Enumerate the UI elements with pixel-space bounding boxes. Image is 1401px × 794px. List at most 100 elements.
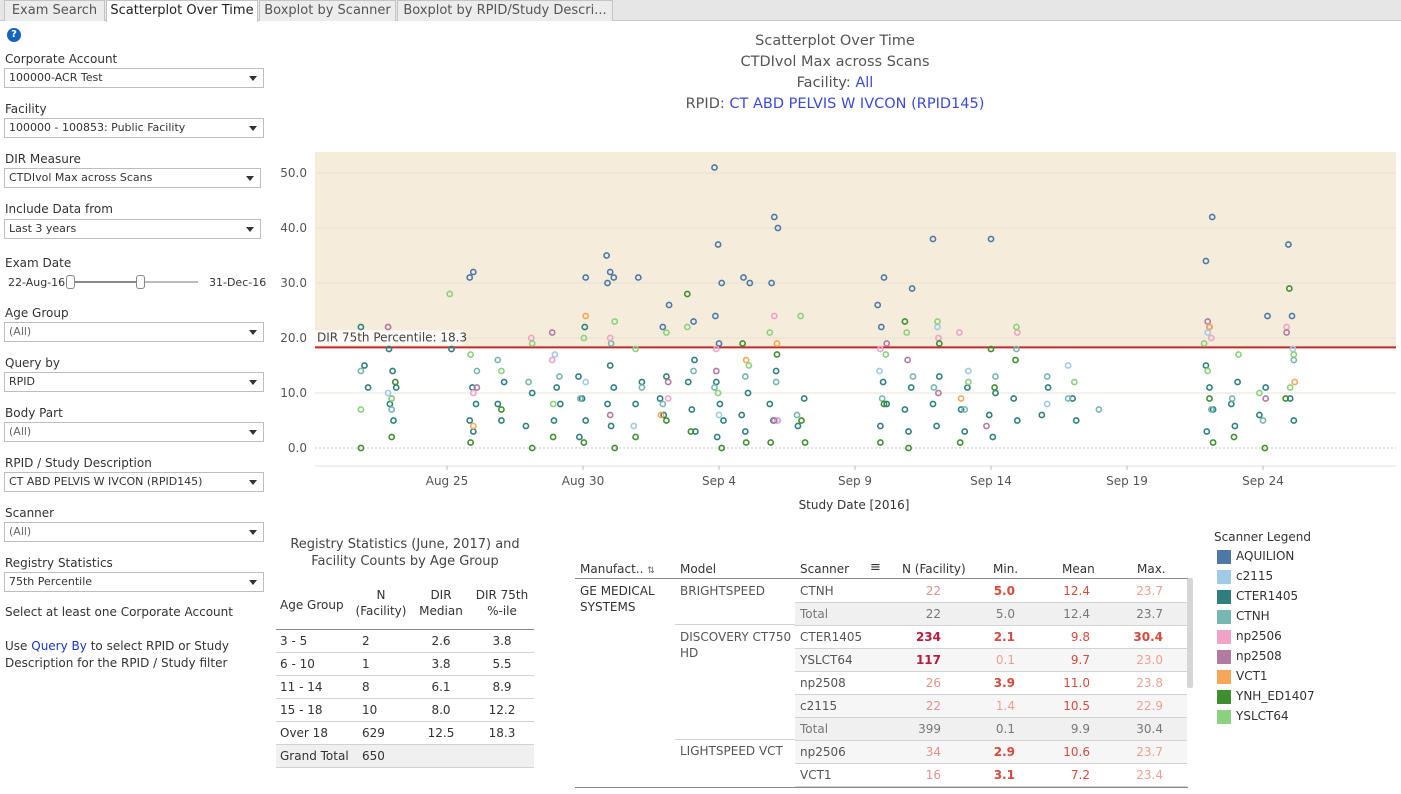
data-point bbox=[711, 164, 718, 171]
corporate-account-dropdown[interactable]: 100000-ACR Test bbox=[4, 68, 264, 88]
facility-dropdown[interactable]: 100000 - 100853: Public Facility bbox=[4, 118, 264, 138]
data-point bbox=[933, 422, 940, 430]
data-point bbox=[556, 400, 564, 408]
legend-swatch[interactable] bbox=[1217, 690, 1231, 704]
age-group-dropdown[interactable]: (All) bbox=[4, 322, 264, 342]
col-p75-sub: %-ile bbox=[487, 604, 517, 618]
data-point bbox=[1043, 400, 1051, 408]
series-np2508 bbox=[384, 318, 1290, 430]
data-point bbox=[1200, 340, 1208, 347]
data-point bbox=[714, 389, 722, 397]
legend-swatch[interactable] bbox=[1217, 630, 1231, 644]
help-icon[interactable]: ? bbox=[7, 28, 21, 42]
sort-az-icon[interactable]: ⇅ bbox=[647, 566, 655, 576]
legend-swatch[interactable] bbox=[1217, 670, 1231, 684]
reference-label-bg bbox=[315, 330, 463, 346]
data-point bbox=[770, 417, 778, 424]
data-point bbox=[665, 301, 673, 309]
rpid-dropdown[interactable]: CT ABD PELVIS W IVCON (RPID145) bbox=[4, 472, 264, 492]
data-point bbox=[904, 356, 911, 364]
tab-boxplot-by-rpid[interactable]: Boxplot by RPID/Study Descri... bbox=[397, 0, 613, 21]
data-point bbox=[467, 351, 474, 358]
data-point bbox=[688, 406, 696, 413]
data-point bbox=[473, 384, 481, 391]
data-point bbox=[1259, 417, 1267, 424]
legend-label[interactable]: VCT1 bbox=[1236, 669, 1268, 683]
tab-scatterplot-over-time[interactable]: Scatterplot Over Time bbox=[106, 0, 258, 22]
data-point bbox=[549, 400, 557, 408]
row-divider bbox=[795, 671, 1187, 672]
legend-label[interactable]: CTER1405 bbox=[1236, 589, 1299, 603]
data-point bbox=[494, 400, 502, 408]
tab-exam-search[interactable]: Exam Search bbox=[4, 0, 105, 21]
slider-handle-start[interactable] bbox=[66, 275, 75, 289]
reference-line-label: DIR 75th Percentile: 18.3 bbox=[317, 330, 467, 344]
tab-boxplot-by-scanner[interactable]: Boxplot by Scanner bbox=[259, 0, 396, 21]
slider-handle-end[interactable] bbox=[136, 275, 146, 289]
query-by-value: RPID bbox=[9, 375, 35, 388]
n-cell: 234 bbox=[915, 630, 941, 644]
min-cell: 3.9 bbox=[993, 676, 1015, 690]
registry-title-line1: Registry Statistics (June, 2017) and bbox=[290, 537, 520, 552]
legend-label[interactable]: YNH_ED1407 bbox=[1236, 689, 1315, 703]
data-point bbox=[766, 400, 774, 408]
y-tick-label: 50.0 bbox=[280, 166, 307, 180]
data-point bbox=[715, 411, 723, 419]
legend-label[interactable]: np2508 bbox=[1236, 649, 1282, 663]
body-part-dropdown[interactable]: (All) bbox=[4, 422, 264, 442]
n-cell: 16 bbox=[925, 768, 941, 782]
data-point bbox=[632, 400, 639, 408]
data-point bbox=[582, 274, 590, 281]
legend-swatch[interactable] bbox=[1217, 710, 1231, 724]
data-point bbox=[604, 400, 611, 408]
legend-label[interactable]: YSLCT64 bbox=[1236, 709, 1289, 723]
data-point bbox=[742, 439, 750, 446]
legend-swatch[interactable] bbox=[1217, 650, 1231, 664]
x-axis-title: Study Date [2016] bbox=[799, 498, 910, 512]
data-point bbox=[955, 329, 963, 336]
sort-icon[interactable]: ≡ bbox=[870, 560, 881, 575]
chevron-down-icon bbox=[249, 126, 257, 131]
col-manufacturer[interactable]: Manufact.. ⇅ bbox=[580, 562, 655, 576]
dir-measure-label: DIR Measure bbox=[5, 152, 81, 166]
registry-statistics-label: Registry Statistics bbox=[5, 556, 113, 570]
data-point bbox=[1228, 395, 1236, 402]
registry-title: Registry Statistics (June, 2017) and Fac… bbox=[276, 536, 534, 570]
legend-label[interactable]: AQUILION bbox=[1236, 549, 1295, 563]
chart-gridlines bbox=[315, 172, 1396, 467]
data-point bbox=[957, 406, 965, 413]
data-point bbox=[905, 428, 912, 435]
corporate-account-label: Corporate Account bbox=[5, 52, 118, 66]
query-by-dropdown[interactable]: RPID bbox=[4, 372, 264, 392]
legend-label[interactable]: np2506 bbox=[1236, 629, 1282, 643]
legend-label[interactable]: c2115 bbox=[1236, 569, 1274, 583]
scanner-dropdown[interactable]: (All) bbox=[4, 522, 264, 542]
data-point bbox=[683, 323, 691, 331]
col-n-sub: (Facility) bbox=[355, 604, 407, 618]
scanner-cell: CTER1405 bbox=[800, 630, 863, 644]
legend-title: Scanner Legend bbox=[1214, 530, 1311, 544]
legend-swatch[interactable] bbox=[1217, 610, 1231, 624]
data-point bbox=[1286, 384, 1294, 391]
exam-date-slider[interactable] bbox=[66, 275, 198, 289]
col-n: N bbox=[376, 588, 386, 602]
legend-label[interactable]: CTNH bbox=[1236, 609, 1270, 623]
dir-measure-dropdown[interactable]: CTDIvol Max across Scans bbox=[4, 168, 261, 188]
query-by-link[interactable]: Query By bbox=[31, 639, 87, 653]
data-point bbox=[1208, 213, 1216, 221]
legend-swatch[interactable] bbox=[1217, 550, 1231, 564]
data-point bbox=[985, 411, 993, 419]
chevron-down-icon bbox=[249, 480, 257, 485]
legend-swatch[interactable] bbox=[1217, 570, 1231, 584]
min-cell: 0.1 bbox=[995, 653, 1015, 667]
registry-statistics-dropdown[interactable]: 75th Percentile bbox=[4, 572, 264, 592]
data-point bbox=[606, 411, 614, 419]
data-point bbox=[961, 428, 969, 435]
row-divider bbox=[276, 652, 534, 653]
data-point bbox=[798, 417, 805, 424]
table-scrollbar[interactable] bbox=[1187, 578, 1193, 688]
legend-swatch[interactable] bbox=[1217, 590, 1231, 604]
data-point bbox=[448, 345, 455, 353]
data-point bbox=[497, 406, 505, 413]
include-data-dropdown[interactable]: Last 3 years bbox=[4, 219, 261, 239]
